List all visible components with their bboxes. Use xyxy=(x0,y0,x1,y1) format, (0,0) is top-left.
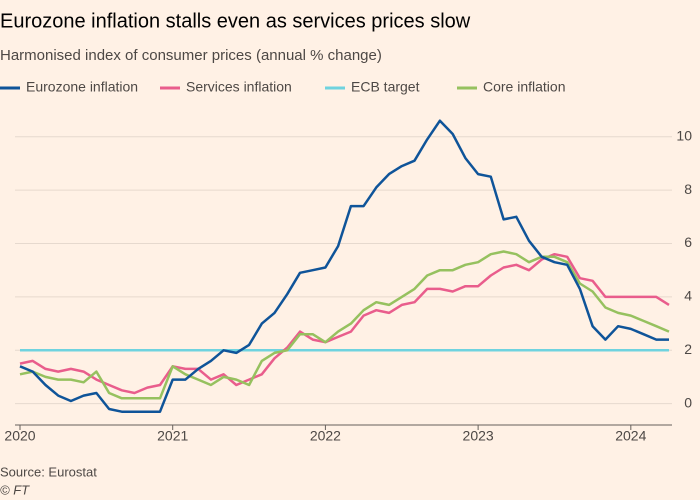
series-line xyxy=(19,119,669,413)
y-tick-label: 10 xyxy=(676,127,692,143)
legend-label: Services inflation xyxy=(186,79,292,95)
x-tick-label: 2024 xyxy=(615,428,646,444)
chart-title: Eurozone inflation stalls even as servic… xyxy=(0,10,471,32)
legend-label: Eurozone inflation xyxy=(26,79,138,95)
y-tick-label: 4 xyxy=(684,288,692,304)
source: Source: Eurostat xyxy=(0,464,97,479)
x-tick-label: 2022 xyxy=(310,428,341,444)
y-tick-label: 8 xyxy=(684,181,692,197)
series-line xyxy=(19,252,670,395)
legend-label: Core inflation xyxy=(483,79,566,95)
credit: © FT xyxy=(0,482,30,497)
series-line xyxy=(19,250,670,400)
y-tick-label: 6 xyxy=(684,234,692,250)
chart-subtitle: Harmonised index of consumer prices (ann… xyxy=(0,47,382,64)
x-tick-label: 2021 xyxy=(157,428,188,444)
legend-label: ECB target xyxy=(351,79,420,95)
y-tick-label: 0 xyxy=(684,394,692,410)
x-tick-label: 2023 xyxy=(463,428,494,444)
x-tick-label: 2020 xyxy=(4,428,35,444)
y-tick-label: 2 xyxy=(684,341,692,357)
